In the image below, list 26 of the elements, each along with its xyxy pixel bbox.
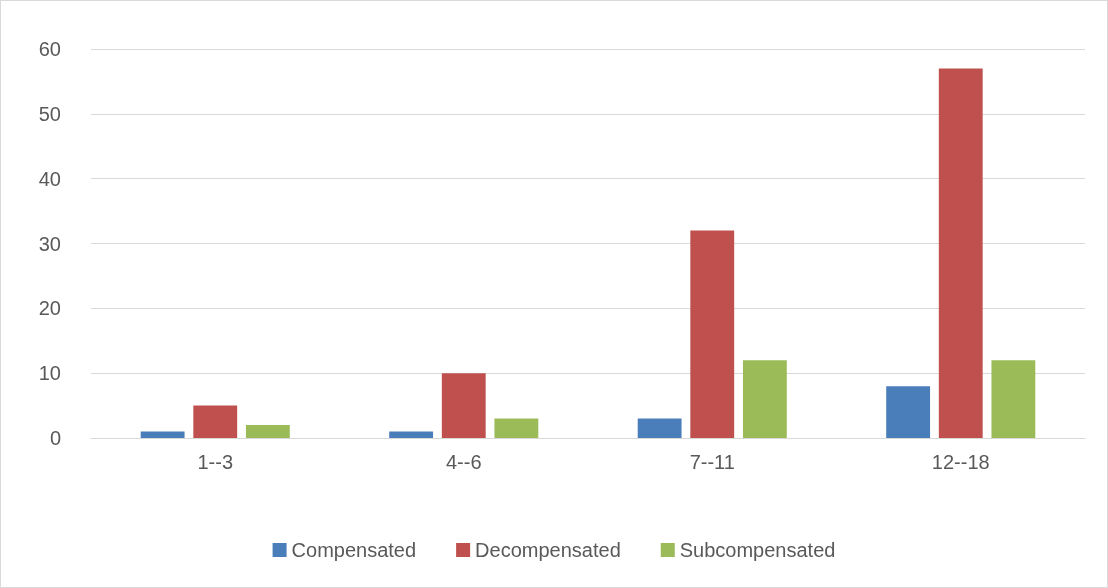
- x-tick-label: 4--6: [445, 451, 482, 473]
- legend-label: Subcompensated: [679, 539, 836, 561]
- y-tick-label: 40: [38, 167, 61, 190]
- bar: [886, 386, 931, 438]
- legend-label: Compensated: [291, 539, 417, 561]
- x-tick-label: 7--11: [689, 451, 735, 473]
- y-tick-label: 20: [38, 297, 61, 320]
- bar: [441, 373, 486, 438]
- bar: [245, 425, 290, 438]
- bar: [938, 68, 983, 438]
- y-tick-label: 0: [49, 427, 61, 449]
- bar: [991, 360, 1036, 438]
- legend-label: Decompensated: [475, 539, 621, 561]
- y-tick-label: 30: [38, 232, 61, 255]
- bar: [742, 360, 787, 438]
- bar: [140, 431, 185, 438]
- y-tick-label: 50: [38, 102, 61, 125]
- y-tick-label: 10: [38, 362, 61, 385]
- y-tick-label: 60: [38, 38, 61, 60]
- bar: [690, 230, 735, 438]
- bar: [637, 418, 682, 438]
- x-tick-label: 12--18: [931, 451, 990, 473]
- bar: [193, 405, 238, 438]
- x-tick-label: 1--3: [197, 451, 234, 473]
- bar: [494, 418, 539, 438]
- bar: [389, 431, 434, 438]
